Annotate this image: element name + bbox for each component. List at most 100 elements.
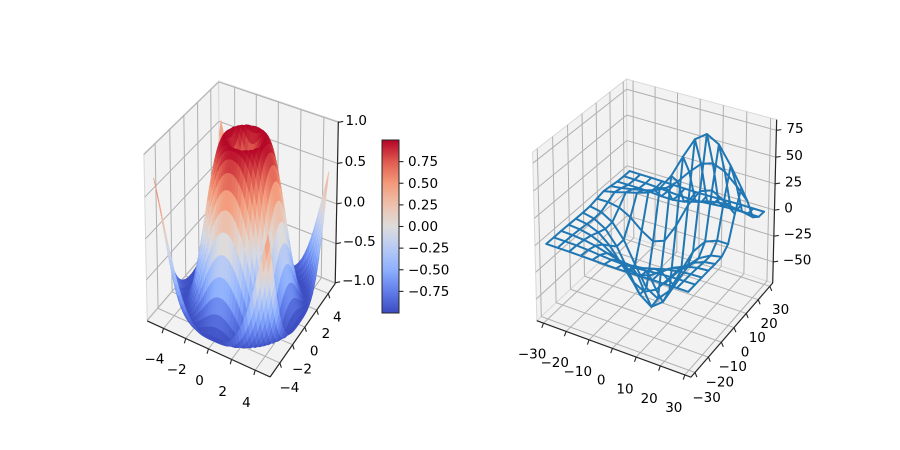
y-grid-line	[567, 125, 571, 290]
z-tick-label: −0.5	[343, 234, 376, 250]
z-axis-line	[334, 121, 339, 284]
z-tick	[335, 281, 341, 284]
x-tick	[541, 322, 545, 329]
y-tick-label: 0	[310, 344, 319, 360]
x-grid-line	[766, 118, 772, 282]
colorbar-tick-label: 0.75	[408, 154, 438, 170]
y-tick-label: 2	[322, 326, 331, 342]
z-grid-line	[218, 81, 339, 123]
x-grid-line	[612, 258, 700, 349]
colorbar-tick-label: −0.25	[408, 241, 449, 257]
y-grid-line	[154, 142, 159, 309]
wireframe-column-line	[651, 133, 732, 281]
wireframe-column-line	[615, 174, 697, 308]
z-tick-label: −1.0	[342, 273, 375, 289]
x-tick	[206, 348, 209, 354]
x-tick	[183, 338, 187, 344]
z-tick-label: 0	[784, 201, 793, 217]
z-tick-label: 50	[786, 148, 803, 164]
z-tick-label: 0.0	[344, 194, 365, 210]
y-tick	[327, 293, 331, 299]
x-tick-label: −4	[144, 352, 164, 368]
y-tick-label: −30	[692, 390, 721, 406]
x-tick	[658, 365, 661, 371]
wireframe-column-line	[545, 170, 631, 245]
colorbar-tick-label: 0.00	[408, 219, 438, 235]
y-tick	[745, 313, 749, 319]
y-axis-line	[269, 283, 336, 378]
surface-face	[264, 234, 271, 259]
x-tick-label: −2	[167, 362, 187, 378]
x-tick-label: −10	[564, 364, 593, 380]
x-tick-label: 4	[242, 395, 251, 411]
y-tick	[769, 286, 773, 292]
y-tick-label: 20	[761, 316, 778, 332]
y-grid-line	[570, 288, 722, 343]
z-grid-line	[145, 159, 220, 240]
x-axis-line	[536, 320, 692, 378]
y-tick-label: −2	[292, 362, 312, 378]
colorbar-bar	[381, 139, 400, 314]
z-grid-line	[534, 165, 628, 246]
z-tick	[336, 202, 342, 205]
x-tick	[633, 356, 637, 362]
y-tick-label: 4	[333, 309, 342, 325]
z-tick-label: 1.0	[346, 113, 367, 129]
z-grid-line	[533, 114, 628, 192]
z-tick	[776, 129, 782, 131]
z-grid-line	[627, 215, 774, 263]
wireframe-column-line	[603, 187, 686, 296]
y-tick-label: −4	[279, 380, 299, 396]
x-grid-line	[565, 244, 656, 332]
y-tick-label: 0	[741, 344, 750, 360]
colorbar-tick-label: −0.75	[408, 284, 449, 300]
y-grid-line	[183, 114, 187, 277]
x-tick	[253, 370, 256, 376]
wireframe-mesh	[545, 133, 765, 308]
colorbar: −0.75 −0.50 −0.25 0.00 0.25 0.50 0.75	[381, 139, 449, 314]
z-grid-line	[532, 88, 627, 164]
x-tick	[229, 359, 233, 365]
wireframe-column-line	[627, 155, 709, 303]
y-grid-line	[555, 302, 709, 358]
wireframe-column-line	[687, 186, 765, 293]
z-tick	[775, 155, 781, 158]
y-tick	[316, 309, 319, 315]
y-grid-line	[584, 275, 735, 329]
y-grid-line	[552, 136, 557, 303]
z-tick	[338, 120, 344, 123]
y-grid-line	[536, 148, 542, 317]
colorbar-tick-label: 0.50	[408, 176, 438, 192]
x-tick-label: −30	[518, 347, 547, 363]
surface-face	[323, 171, 330, 200]
z-tick	[335, 242, 341, 245]
x-tick	[161, 328, 165, 334]
y-tick-label: 10	[749, 330, 766, 346]
wireframe-column-line	[568, 176, 653, 253]
x-grid-line	[684, 280, 768, 376]
y-tick-label: −10	[718, 359, 747, 375]
wireframe-column-line	[663, 143, 743, 285]
z-tick	[774, 208, 780, 211]
x-grid-line	[635, 265, 722, 358]
z-grid-line	[533, 140, 628, 219]
x-tick-label: 30	[665, 400, 682, 416]
y-tick	[292, 344, 295, 350]
surface-face	[153, 177, 159, 202]
z-tick	[773, 260, 779, 263]
x-tick-label: −20	[540, 355, 569, 371]
wireframe-column-line	[591, 183, 675, 272]
x-grid-line	[659, 273, 745, 367]
x-tick-label: 20	[641, 391, 658, 407]
y-tick	[304, 326, 307, 332]
y-tick	[707, 356, 711, 362]
y-tick-label: −20	[706, 374, 735, 390]
wireframe-column-line	[639, 138, 720, 287]
x-tick-label: 2	[218, 384, 227, 400]
z-grid-line	[144, 121, 220, 198]
x-tick	[586, 339, 590, 345]
x-tick	[682, 374, 686, 380]
z-grid-line	[626, 88, 777, 131]
